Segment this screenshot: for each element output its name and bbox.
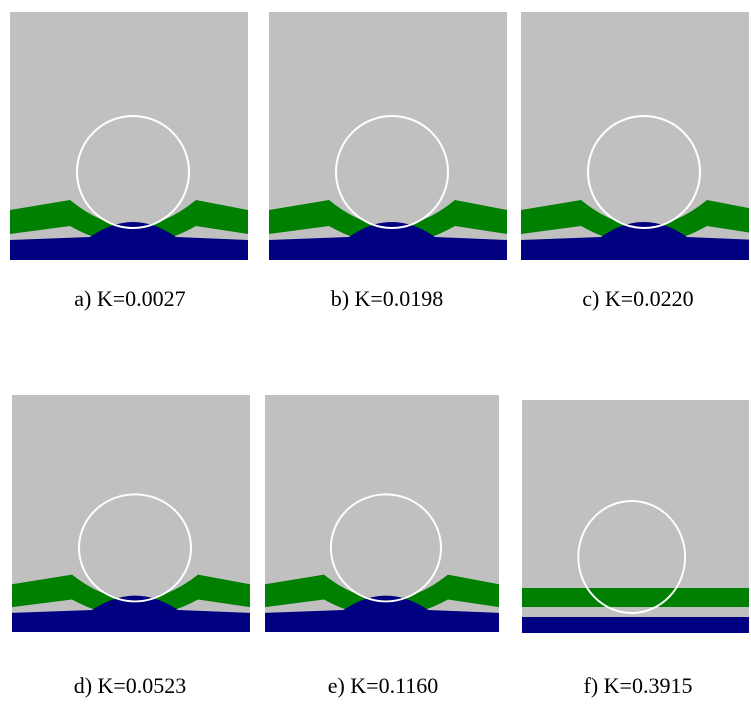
- caption: c) K=0.0220: [518, 286, 751, 312]
- page: a) K=0.0027 b) K=0.0198 c) K=0.0220 d) K…: [0, 0, 751, 727]
- caption: e) K=0.1160: [263, 673, 503, 699]
- caption: d) K=0.0523: [10, 673, 250, 699]
- panel-image: [269, 12, 507, 260]
- panel-image: [265, 395, 499, 632]
- panel-image: [521, 12, 749, 260]
- caption: b) K=0.0198: [267, 286, 507, 312]
- panel-image: [10, 12, 248, 260]
- panel-image: [12, 395, 250, 632]
- panel-image: [522, 400, 749, 633]
- caption: a) K=0.0027: [10, 286, 250, 312]
- caption: f) K=0.3915: [518, 673, 751, 699]
